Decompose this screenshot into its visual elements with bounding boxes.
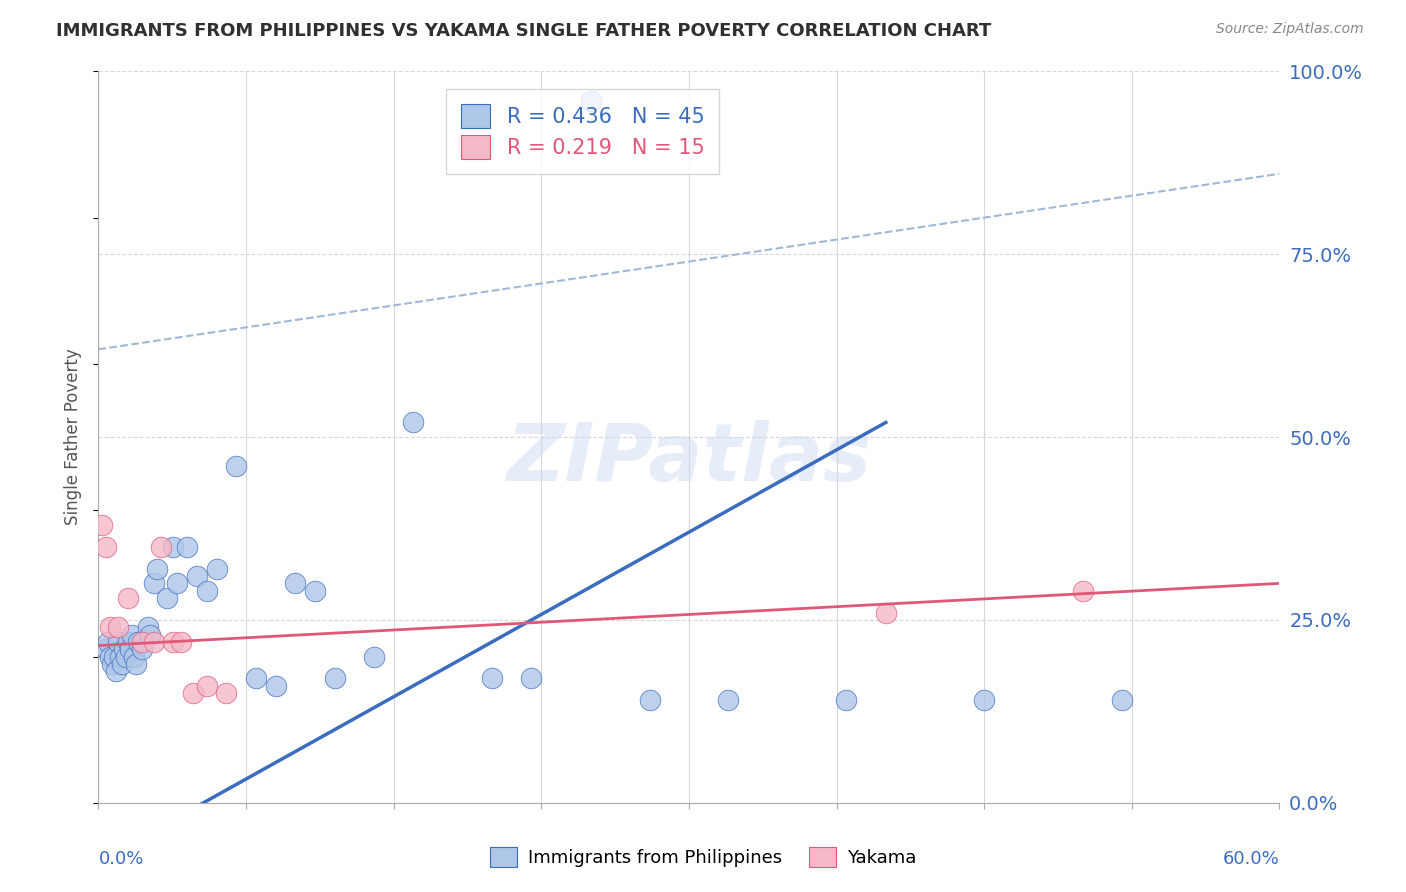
Point [125,657,148,671]
Point [717,693,740,707]
Point [205,562,228,576]
Point [138,627,160,641]
Point [1071,583,1094,598]
Point [402,416,425,430]
Text: IMMIGRANTS FROM PHILIPPINES VS YAKAMA SINGLE FATHER POVERTY CORRELATION CHART: IMMIGRANTS FROM PHILIPPINES VS YAKAMA SI… [56,22,991,40]
Point [98,649,121,664]
Point [264,679,287,693]
Point [481,672,503,686]
Point [131,642,153,657]
Point [146,562,169,576]
Point [176,540,198,554]
Point [579,94,602,108]
Text: ZIPatlas: ZIPatlas [506,420,872,498]
Point [98,620,121,634]
Point [105,664,128,678]
Point [638,693,661,707]
Point [304,583,326,598]
Point [108,649,131,664]
Point [875,606,897,620]
Point [117,591,139,605]
Point [142,576,165,591]
Text: 0.0%: 0.0% [98,850,143,868]
Point [121,627,143,641]
Legend: R = 0.436   N = 45, R = 0.219   N = 15: R = 0.436 N = 45, R = 0.219 N = 15 [446,89,718,174]
Point [96,642,118,657]
Point [103,649,125,664]
Point [91,517,114,532]
Point [520,672,543,686]
Point [162,635,184,649]
Point [97,635,120,649]
Point [127,635,149,649]
Point [225,459,247,474]
Point [835,693,858,707]
Point [195,679,218,693]
Point [107,620,129,634]
Point [245,672,267,686]
Point [122,649,145,664]
Legend: Immigrants from Philippines, Yakama: Immigrants from Philippines, Yakama [482,839,924,874]
Point [107,635,129,649]
Point [1111,693,1133,707]
Point [973,693,995,707]
Text: 60.0%: 60.0% [1223,850,1279,868]
Point [115,649,138,664]
Y-axis label: Single Father Poverty: Single Father Poverty [65,349,83,525]
Point [162,540,184,554]
Point [186,569,208,583]
Point [136,620,159,634]
Point [118,642,141,657]
Point [150,540,173,554]
Point [111,657,134,671]
Point [156,591,179,605]
Point [117,635,139,649]
Point [363,649,385,664]
Point [112,642,135,657]
Point [170,635,193,649]
Point [101,657,124,671]
Point [181,686,204,700]
Point [323,672,346,686]
Point [142,635,165,649]
Point [284,576,307,591]
Point [96,540,118,554]
Text: Source: ZipAtlas.com: Source: ZipAtlas.com [1216,22,1364,37]
Point [131,635,153,649]
Point [195,583,218,598]
Point [166,576,188,591]
Point [215,686,238,700]
